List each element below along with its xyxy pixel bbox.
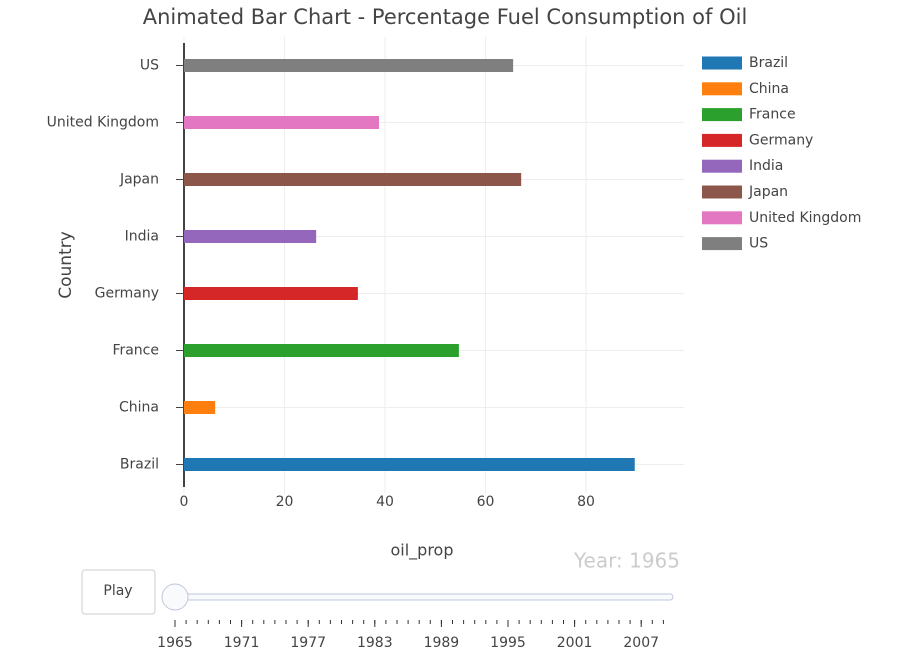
slider-current: Year: 1965 [573,549,680,573]
slider-tick-label: 1983 [357,635,393,651]
play-label[interactable]: Play [103,583,132,599]
x-tick-label: 40 [376,494,394,510]
play-button[interactable] [81,569,156,615]
legend-label: India [749,158,783,174]
y-tick-label: France [112,343,159,359]
slider-tick-label: 2001 [557,635,593,651]
y-tick-label: Japan [119,172,159,188]
slider-tick-label: 1971 [224,635,260,651]
x-tick-label: 0 [180,494,189,510]
legend-label: Germany [749,132,813,148]
x-axis-title: oil_prop [390,541,453,561]
x-tick-label: 20 [276,494,294,510]
slider-tick-label: 2007 [623,635,659,651]
y-tick-label: China [119,400,159,416]
bar [184,401,216,414]
legend-swatch [702,237,742,251]
y-tick-label: Germany [95,286,159,302]
legend-swatch [702,159,742,173]
slider-track[interactable] [167,593,674,601]
slider-tick-label: 1965 [157,635,193,651]
bar [184,59,514,72]
slider-handle[interactable] [161,583,189,611]
bar [184,173,522,186]
legend-label: US [749,236,768,252]
x-tick-label: 60 [477,494,495,510]
legend-swatch [702,185,742,199]
legend-swatch [702,211,742,225]
chart-title: Animated Bar Chart - Percentage Fuel Con… [143,5,748,29]
slider-tick-label: 1989 [424,635,460,651]
y-tick-label: Brazil [120,457,159,473]
slider-tick-label: 1995 [490,635,526,651]
legend-label: United Kingdom [749,210,861,226]
y-tick-label: India [125,229,159,245]
bar [184,287,358,300]
bar [184,344,459,357]
legend-swatch [702,56,742,70]
y-tick-label: US [140,58,159,74]
legend-label: Japan [748,184,788,200]
bar [184,458,635,471]
legend-label: China [749,81,789,97]
legend-swatch [702,133,742,147]
y-axis-title: Country [56,231,76,299]
legend-swatch [702,82,742,96]
bar [184,116,379,129]
legend-label: France [749,107,796,123]
legend-swatch [702,108,742,122]
slider-tick-label: 1977 [290,635,326,651]
y-tick-label: United Kingdom [47,115,159,131]
x-tick-label: 80 [577,494,595,510]
legend-label: Brazil [749,55,788,71]
bar [184,230,317,243]
